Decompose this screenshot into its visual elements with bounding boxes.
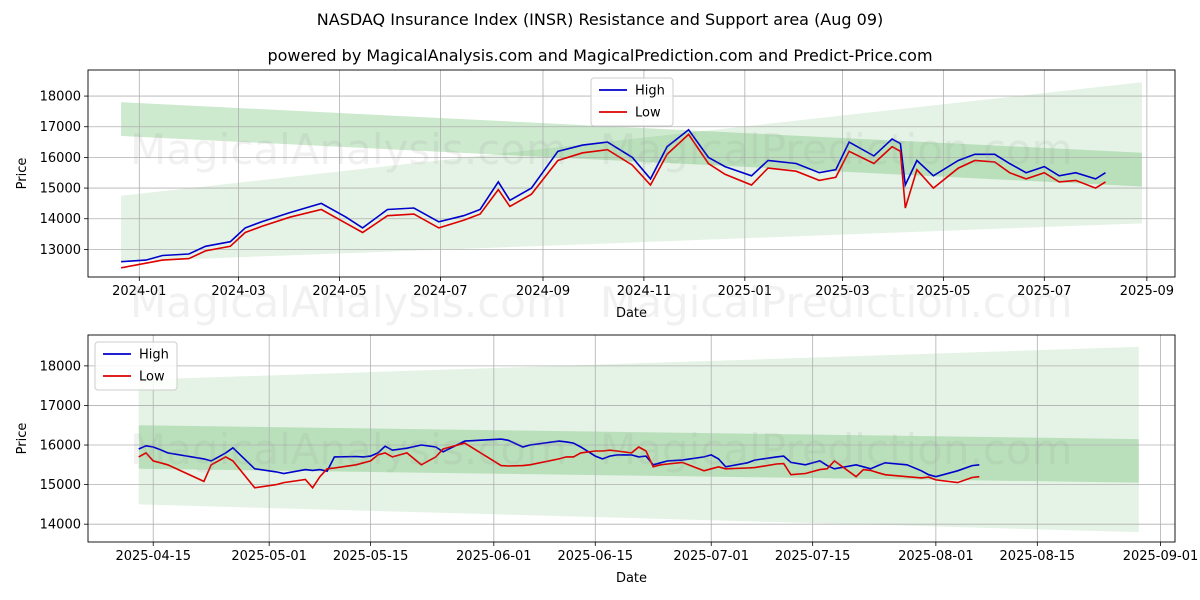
x-tick-label: 2025-08-15 — [1000, 549, 1076, 564]
y-tick-label: 15000 — [40, 182, 81, 197]
x-tick-label: 2024-07 — [413, 284, 467, 299]
x-tick-label: 2025-09-01 — [1123, 549, 1199, 564]
series-line-high — [121, 128, 1106, 263]
x-tick-label: 2024-09 — [516, 284, 570, 299]
band-1 — [138, 425, 1139, 483]
chart-subtitle: powered by MagicalAnalysis.com and Magic… — [267, 46, 933, 65]
x-tick-label: 2025-09 — [1120, 284, 1174, 299]
watermark-analysis-3: MagicalAnalysis.com — [130, 425, 567, 474]
watermark-analysis-2: MagicalAnalysis.com — [130, 278, 567, 327]
x-tick-label: 2024-01 — [112, 284, 166, 299]
x-tick-label: 2024-05 — [312, 284, 366, 299]
plot-frame — [87, 334, 1176, 543]
series-line-low — [138, 442, 980, 490]
x-tick-label: 2025-04-15 — [115, 549, 191, 564]
x-tick-label: 2024-03 — [211, 284, 265, 299]
legend-label-high: High — [635, 84, 665, 99]
y-tick-label: 16000 — [40, 439, 81, 454]
x-tick-label: 2025-06-15 — [557, 549, 633, 564]
x-tick-label: 2025-05-01 — [231, 549, 307, 564]
y-axis-label: Price — [15, 158, 30, 190]
x-tick-label: 2025-03 — [815, 284, 869, 299]
y-tick-label: 17000 — [40, 120, 81, 135]
legend-label-low: Low — [635, 106, 661, 121]
series-line-low — [120, 133, 1106, 269]
legend-label-low: Low — [139, 370, 165, 385]
y-tick-label: 14000 — [40, 212, 81, 227]
y-axis-label: Price — [15, 423, 30, 455]
x-tick-label: 2025-07-01 — [673, 549, 749, 564]
x-tick-label: 2025-05-15 — [333, 549, 409, 564]
x-tick-label: 2025-07-15 — [775, 549, 851, 564]
x-axis-label: Date — [616, 571, 647, 586]
x-tick-label: 2025-05 — [916, 284, 970, 299]
band-2 — [138, 346, 1139, 533]
x-tick-label: 2024-11 — [617, 284, 671, 299]
x-tick-label: 2025-08-01 — [898, 549, 974, 564]
y-tick-label: 14000 — [40, 518, 81, 533]
legend-label-high: High — [139, 348, 169, 363]
x-tick-label: 2025-07 — [1017, 284, 1071, 299]
x-tick-label: 2025-01 — [718, 284, 772, 299]
x-tick-label: 2025-06-01 — [456, 549, 532, 564]
panel-1: 2024-01 2024-03 2024-05 2024-07 2024-09 2024-… — [15, 69, 1176, 321]
y-tick-label: 13000 — [40, 243, 81, 258]
y-tick-label: 18000 — [40, 90, 81, 105]
watermark-prediction-2: MagicalPrediction.com — [600, 278, 1073, 327]
chart-title: NASDAQ Insurance Index (INSR) Resistance… — [316, 10, 884, 29]
watermark-analysis-1: MagicalAnalysis.com — [130, 125, 567, 174]
watermark-prediction-1: MagicalPrediction.com — [600, 125, 1073, 174]
y-tick-label: 18000 — [40, 359, 81, 374]
x-axis-label: Date — [616, 306, 647, 321]
band-1 — [121, 102, 1142, 187]
plot-frame — [87, 69, 1176, 278]
watermark-prediction-3: MagicalPrediction.com — [600, 425, 1073, 474]
y-tick-label: 17000 — [40, 399, 81, 414]
y-tick-label: 16000 — [40, 151, 81, 166]
y-tick-label: 15000 — [40, 478, 81, 493]
panel-2: 2025-04-15 2025-05-01 2025-05-15 2025-06-01… — [15, 334, 1199, 586]
